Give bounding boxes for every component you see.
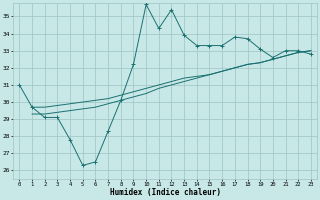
X-axis label: Humidex (Indice chaleur): Humidex (Indice chaleur) — [110, 188, 220, 197]
